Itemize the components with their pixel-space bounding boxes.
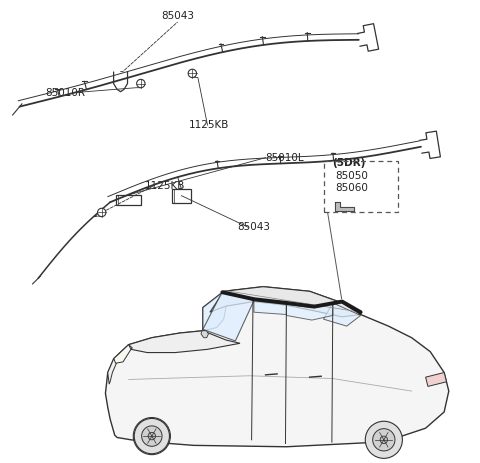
Circle shape [372,429,395,451]
Polygon shape [287,303,333,320]
Circle shape [365,421,402,458]
Polygon shape [203,292,254,341]
Text: 85010L: 85010L [265,152,304,163]
Text: 85010R: 85010R [45,88,85,98]
Polygon shape [106,287,449,447]
Circle shape [188,70,196,78]
Circle shape [137,80,145,88]
Polygon shape [426,373,446,387]
Circle shape [380,436,387,444]
Text: 1125KB: 1125KB [145,180,185,190]
Text: 85043: 85043 [161,11,194,21]
Polygon shape [203,292,226,331]
Polygon shape [114,345,132,362]
Polygon shape [210,287,360,317]
Bar [172,189,191,203]
Circle shape [148,432,156,440]
Bar [324,162,398,213]
Polygon shape [335,202,354,212]
Circle shape [97,209,106,217]
Polygon shape [114,345,131,363]
Polygon shape [129,331,240,353]
Bar [116,195,142,206]
Polygon shape [254,301,287,315]
Circle shape [142,426,162,446]
Polygon shape [324,303,360,326]
Text: 85050: 85050 [335,170,368,181]
Text: 85060: 85060 [335,182,368,192]
Text: 85043: 85043 [238,222,271,232]
Circle shape [134,419,169,454]
Polygon shape [201,331,208,338]
Text: (5DR): (5DR) [332,157,366,168]
Polygon shape [108,359,117,384]
Text: 1125KB: 1125KB [189,120,229,130]
